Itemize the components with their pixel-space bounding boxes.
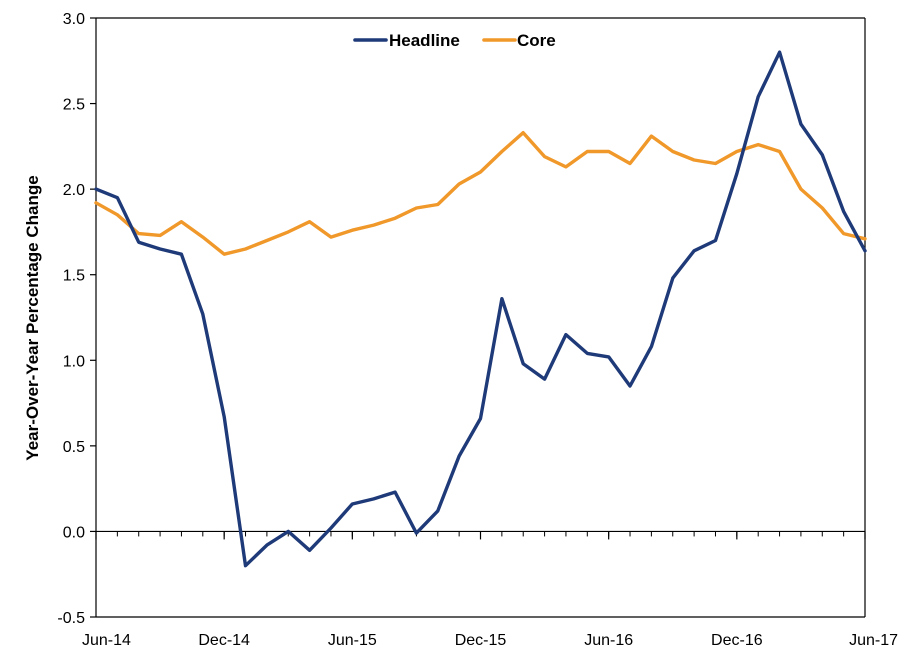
x-tick-label: Jun-16 [584, 632, 633, 649]
axes [95, 17, 866, 618]
series-line-headline [94, 50, 867, 568]
ticks: -0.5 0.0 0.5 1.0 1.5 2.0 2.5 3.0 Jun-14 Dec-14 Jun… [57, 11, 898, 649]
x-tick-label: Jun-14 [82, 632, 131, 649]
y-tick-label: 1.5 [63, 268, 85, 285]
legend-label-core: Core [517, 31, 556, 50]
series-layer [94, 50, 867, 568]
y-axis-title-group: Year-Over-Year Percentage Change [23, 175, 42, 460]
legend-label-headline: Headline [389, 31, 460, 50]
y-tick-label: 0.5 [63, 439, 85, 456]
x-tick-label: Jun-15 [328, 632, 377, 649]
x-tick-label: Dec-15 [455, 632, 507, 649]
x-tick-label: Dec-16 [711, 632, 763, 649]
y-tick-label: 2.5 [63, 97, 85, 114]
y-tick-label: -0.5 [57, 610, 85, 627]
legend: Headline Core [353, 31, 556, 50]
y-tick-label: 2.0 [63, 182, 85, 199]
y-tick-label: 3.0 [63, 11, 85, 28]
x-tick-label: Jun-17 [849, 632, 898, 649]
y-tick-label: 0.0 [63, 524, 85, 541]
series-line-core [94, 130, 867, 256]
y-axis-title: Year-Over-Year Percentage Change [23, 175, 42, 460]
x-tick-label: Dec-14 [198, 632, 250, 649]
y-tick-label: 1.0 [63, 353, 85, 370]
